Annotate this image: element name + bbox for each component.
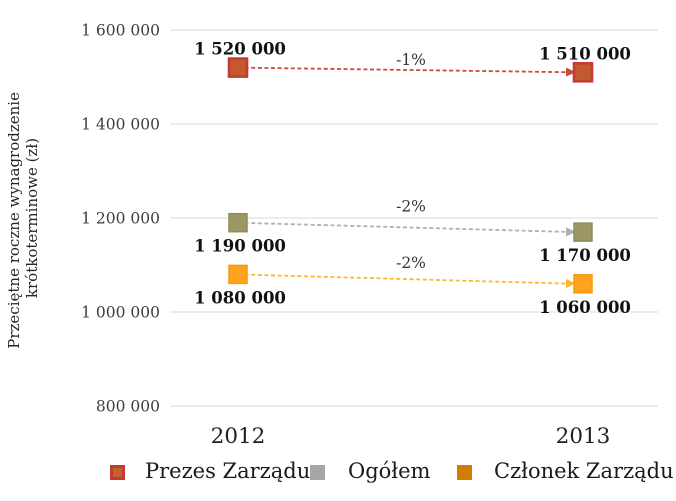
series-line xyxy=(237,273,575,285)
data-label: 1 520 000 xyxy=(194,40,286,59)
series-marker xyxy=(228,212,248,233)
y-tick-label: 1 000 000 xyxy=(81,304,160,322)
legend-marker-ogolem xyxy=(310,465,325,480)
series-marker xyxy=(573,274,593,294)
legend-label-ogolem: Ogółem xyxy=(348,459,431,483)
data-label: 1 510 000 xyxy=(539,44,631,63)
series-arrowhead xyxy=(566,279,576,289)
legend-label-prezes-zarzadu: Prezes Zarządu xyxy=(145,459,311,483)
series-marker xyxy=(572,61,594,83)
y-tick-label: 1 600 000 xyxy=(81,22,160,40)
data-label: 1 190 000 xyxy=(194,237,286,256)
series-arrowhead xyxy=(566,227,576,237)
legend-marker-prezes-zarzadu xyxy=(110,465,125,480)
y-tick-label: 800 000 xyxy=(96,398,160,416)
series-1: 1 520 000 1 510 000 -1% xyxy=(194,40,631,83)
series-line xyxy=(237,66,575,74)
y-tick-label: 1 400 000 xyxy=(81,116,160,134)
change-label: -2% xyxy=(396,197,426,215)
data-label: 1 170 000 xyxy=(539,246,631,265)
series-marker xyxy=(228,264,248,285)
series-3: 1 080 000 1 060 000 -2% xyxy=(194,254,631,317)
x-tick-label: 2012 xyxy=(211,424,266,449)
data-label: 1 060 000 xyxy=(539,298,631,317)
x-tick-label: 2013 xyxy=(556,424,611,449)
series-2: 1 190 000 1 170 000 -2% xyxy=(194,197,631,265)
series-marker xyxy=(573,222,593,242)
y-tick-label: 1 200 000 xyxy=(81,210,160,228)
change-label: -2% xyxy=(396,254,426,272)
data-label: 1 080 000 xyxy=(194,288,286,307)
series-arrowhead xyxy=(566,67,576,77)
series-line xyxy=(237,221,575,233)
change-label: -1% xyxy=(396,51,426,69)
legend-marker-czlonek-zarzadu xyxy=(457,465,472,480)
series-marker xyxy=(227,57,249,78)
legend-label-czlonek-zarzadu: Członek Zarządu xyxy=(494,459,674,483)
y-axis-title: Przeciętne roczne wynagrodzenie krótkote… xyxy=(5,87,41,348)
